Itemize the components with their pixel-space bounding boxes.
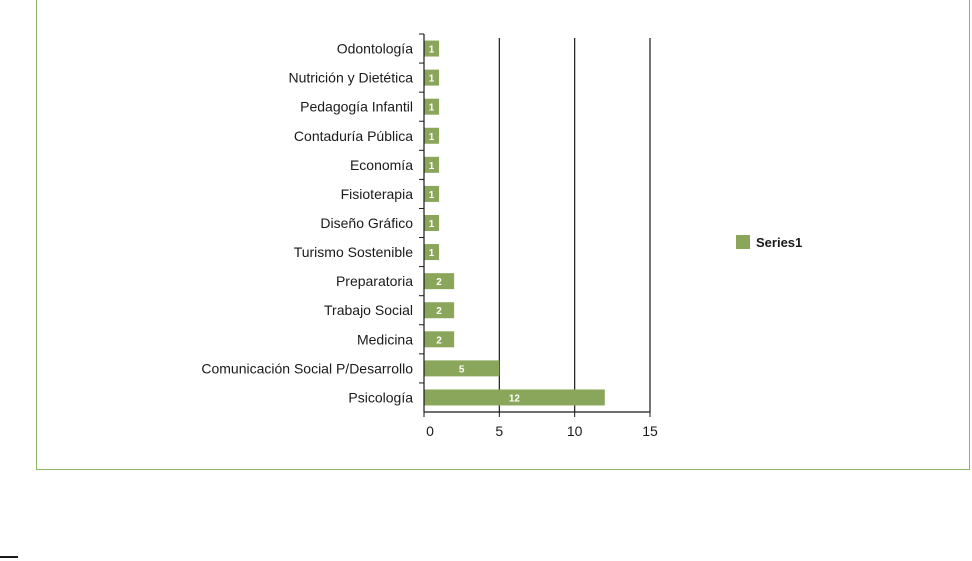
category-label: Diseño Gráfico bbox=[320, 215, 413, 231]
data-label: 12 bbox=[509, 393, 521, 404]
corner-mark bbox=[0, 556, 18, 558]
axes: 0 5 10 15 bbox=[419, 33, 658, 439]
x-tick-label: 15 bbox=[642, 423, 658, 439]
x-tick-label: 0 bbox=[426, 423, 434, 439]
category-label: Psicología bbox=[348, 389, 413, 405]
data-label: 1 bbox=[429, 74, 435, 85]
category-label: Contaduría Pública bbox=[294, 128, 413, 144]
data-label: 1 bbox=[429, 132, 435, 143]
x-tick-label: 10 bbox=[567, 423, 583, 439]
category-label: Medicina bbox=[357, 331, 413, 347]
gridlines bbox=[498, 38, 651, 412]
bar bbox=[424, 273, 455, 290]
data-label: 1 bbox=[429, 161, 435, 172]
data-label: 1 bbox=[429, 45, 435, 56]
category-label: Preparatoria bbox=[336, 273, 413, 289]
data-label: 2 bbox=[436, 306, 442, 317]
bar bbox=[424, 302, 455, 319]
category-label: Nutrición y Dietética bbox=[289, 70, 414, 86]
bar bbox=[424, 156, 440, 173]
bar bbox=[424, 69, 440, 86]
category-label: Comunicación Social P/Desarrollo bbox=[201, 360, 413, 376]
category-labels: Odontología Nutrición y Dietética Pedagogí… bbox=[201, 41, 413, 406]
bar bbox=[424, 331, 455, 348]
x-tick-label: 5 bbox=[495, 423, 503, 439]
data-label: 2 bbox=[436, 335, 442, 346]
legend-label: Series1 bbox=[756, 235, 802, 250]
bar bbox=[424, 389, 605, 406]
category-label: Odontología bbox=[337, 41, 413, 57]
category-label: Trabajo Social bbox=[324, 302, 413, 318]
category-label: Turismo Sostenible bbox=[294, 244, 414, 260]
data-label: 2 bbox=[436, 277, 442, 288]
bar bbox=[424, 185, 440, 202]
category-label: Fisioterapia bbox=[341, 186, 414, 202]
bar bbox=[424, 360, 500, 377]
bar bbox=[424, 127, 440, 144]
legend-swatch bbox=[736, 235, 750, 249]
data-label: 1 bbox=[429, 190, 435, 201]
legend: Series1 bbox=[736, 235, 802, 250]
category-label: Economía bbox=[350, 157, 413, 173]
bar bbox=[424, 244, 440, 261]
bar bbox=[424, 98, 440, 115]
bar bbox=[424, 215, 440, 231]
data-label: 1 bbox=[429, 103, 435, 114]
data-label: 1 bbox=[429, 248, 435, 259]
bar bbox=[424, 40, 440, 57]
category-label: Pedagogía Infantil bbox=[300, 99, 413, 115]
data-label: 1 bbox=[429, 219, 435, 230]
data-label: 5 bbox=[459, 364, 465, 375]
